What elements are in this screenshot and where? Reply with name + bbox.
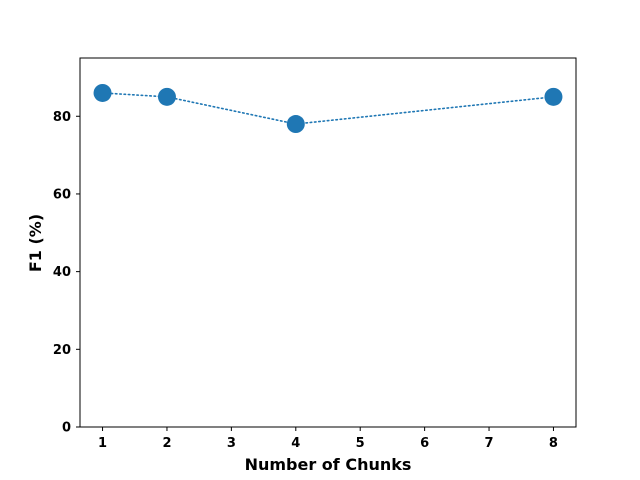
x-tick-label: 7: [485, 436, 494, 451]
x-tick-label: 8: [549, 436, 558, 451]
y-tick-label: 20: [53, 343, 71, 358]
series-layer: [93, 83, 563, 134]
plot-frame: [79, 57, 577, 428]
x-tick-label: 5: [356, 436, 365, 451]
data-point: [544, 87, 563, 106]
y-axis-label: F1 (%): [26, 214, 45, 272]
x-tick-label: 2: [162, 436, 171, 451]
y-tick-label: 80: [53, 110, 71, 125]
y-tick-label: 60: [53, 187, 71, 202]
y-tick-label: 0: [62, 421, 71, 436]
data-point: [286, 115, 305, 134]
data-point: [157, 87, 176, 106]
x-tick-label: 4: [291, 436, 300, 451]
y-axis-ticks: 0 20 40 60 80: [53, 110, 80, 436]
x-tick-label: 3: [227, 436, 236, 451]
x-tick-label: 6: [420, 436, 429, 451]
x-tick-label: 1: [98, 436, 107, 451]
series-line: [101, 92, 555, 125]
y-tick-label: 40: [53, 265, 71, 280]
x-axis-label: Number of Chunks: [245, 455, 412, 474]
data-point: [93, 83, 112, 102]
x-axis-ticks: 1 2 3 4 5 6 7 8: [98, 427, 558, 451]
plot-background: [80, 58, 576, 427]
